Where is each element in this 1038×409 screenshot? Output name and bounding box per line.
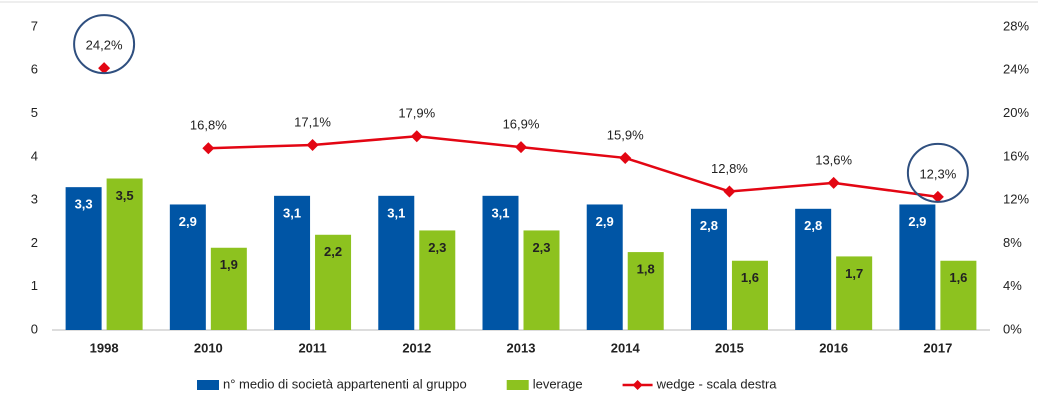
line-value-label: 13,6%	[815, 152, 852, 167]
y2-tick-label: 20%	[1003, 105, 1029, 120]
y2-tick-label: 8%	[1003, 235, 1022, 250]
line-marker	[410, 130, 423, 143]
bar	[899, 204, 936, 330]
bar-value-label: 1,9	[220, 257, 238, 272]
bar-value-label: 3,5	[116, 188, 134, 203]
bar-value-label: 2,2	[324, 244, 342, 259]
line-value-label: 16,8%	[190, 118, 227, 133]
legend-swatch	[506, 380, 529, 390]
bar-value-label: 2,9	[908, 214, 926, 229]
bar-value-label: 3,1	[387, 205, 405, 220]
bar-value-label: 2,9	[179, 214, 197, 229]
bar	[274, 195, 311, 330]
legend-label: leverage	[533, 376, 583, 391]
bar-value-label: 2,8	[804, 218, 822, 233]
x-tick-label: 2012	[402, 340, 431, 355]
bar	[315, 234, 352, 330]
bar-value-label: 3,3	[75, 197, 93, 212]
bar	[169, 204, 206, 330]
bar-value-label: 1,8	[637, 262, 655, 277]
y2-tick-label: 4%	[1003, 278, 1022, 293]
bar-value-label: 1,7	[845, 266, 863, 281]
line-value-label: 12,3%	[919, 166, 956, 181]
legend-swatch	[197, 380, 219, 390]
bar-value-label: 3,1	[491, 205, 509, 220]
line-marker	[619, 151, 632, 164]
y-tick-label: 6	[31, 62, 38, 77]
bar	[795, 208, 832, 330]
bar	[690, 208, 727, 330]
line-value-label: 16,9%	[503, 117, 540, 132]
y-tick-label: 1	[31, 278, 38, 293]
line-marker	[202, 142, 215, 155]
highlight-circle	[906, 142, 969, 203]
bar-value-label: 3,1	[283, 205, 301, 220]
bar	[731, 260, 768, 330]
y-tick-label: 7	[31, 18, 38, 33]
bar	[482, 195, 519, 330]
x-tick-label: 2017	[923, 340, 952, 355]
legend-label: wedge - scala destra	[656, 376, 778, 391]
x-tick-label: 1998	[90, 340, 119, 355]
bar	[419, 230, 456, 330]
bar	[627, 252, 664, 330]
line-marker	[98, 62, 111, 75]
line-marker	[723, 185, 736, 198]
line-marker	[306, 138, 319, 151]
y2-tick-label: 28%	[1003, 18, 1029, 33]
bar	[378, 195, 415, 330]
line	[208, 135, 939, 199]
bar-value-label: 1,6	[741, 270, 759, 285]
line-value-label: 15,9%	[607, 127, 644, 142]
bar	[106, 178, 143, 330]
bar-value-label: 2,9	[596, 214, 614, 229]
y-tick-label: 4	[31, 148, 38, 163]
bar	[65, 187, 102, 330]
x-tick-label: 2010	[194, 340, 223, 355]
y-tick-label: 3	[31, 192, 38, 207]
line-value-label: 17,9%	[398, 106, 435, 121]
x-tick-label: 2013	[507, 340, 536, 355]
x-tick-label: 2014	[611, 340, 641, 355]
line-value-label: 24,2%	[86, 38, 123, 53]
line-marker	[827, 176, 840, 189]
x-tick-label: 2015	[715, 340, 744, 355]
x-tick-label: 2016	[819, 340, 848, 355]
highlight-circle	[73, 14, 136, 75]
line-marker	[515, 141, 527, 154]
y2-tick-label: 0%	[1003, 321, 1022, 336]
y2-tick-label: 16%	[1003, 148, 1029, 163]
bar	[836, 256, 873, 330]
bar-value-label: 1,6	[949, 270, 967, 285]
y-tick-label: 5	[31, 105, 38, 120]
y2-tick-label: 24%	[1003, 62, 1029, 77]
bar-value-label: 2,3	[532, 240, 550, 255]
bar-value-label: 2,3	[428, 240, 446, 255]
x-tick-label: 2011	[298, 340, 326, 355]
legend-label: n° medio di società appartenenti al grup…	[223, 376, 467, 391]
bar	[210, 247, 247, 330]
legend-marker	[632, 380, 643, 390]
y2-tick-label: 12%	[1003, 192, 1029, 207]
line-value-label: 12,8%	[711, 161, 748, 176]
y-tick-label: 2	[31, 235, 38, 250]
line-marker	[931, 190, 944, 203]
bar	[586, 204, 623, 330]
bar	[940, 260, 977, 330]
bar-value-label: 2,8	[700, 218, 718, 233]
y-tick-label: 0	[31, 321, 38, 336]
line-value-label: 17,1%	[294, 114, 331, 129]
bar	[523, 230, 560, 330]
